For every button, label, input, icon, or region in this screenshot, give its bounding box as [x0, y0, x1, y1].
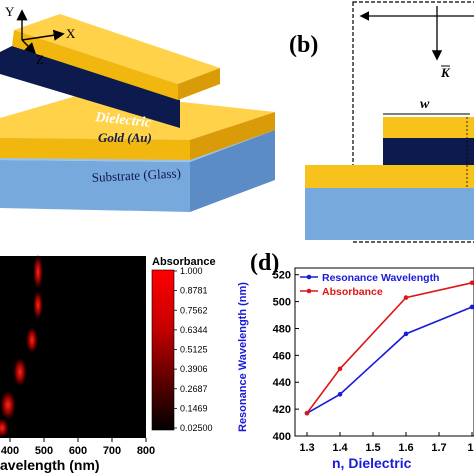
- heatmap-plot-area: [0, 256, 146, 438]
- y-axis-title: Resonance Wavelength (nm): [237, 282, 249, 432]
- x-tick-label: 1.7: [431, 442, 446, 454]
- x-axis-ticks: 1.3 1.4 1.5 1.6 1.7 1.: [299, 432, 474, 454]
- x-tick-label: 1.5: [365, 442, 380, 454]
- heatmap-x-tick-label: 800: [137, 445, 155, 457]
- y-tick-label: 420: [273, 404, 291, 416]
- colorbar-tick-label: 0.5125: [180, 345, 208, 355]
- y-axis-label: Y: [5, 4, 15, 19]
- x-axis-arrow: [21, 29, 65, 41]
- chart-frame: [294, 267, 474, 437]
- substrate-label: Substrate (Glass): [91, 165, 181, 185]
- x-tick-label: 1.6: [398, 442, 413, 454]
- top-gold-strip-front: [12, 30, 178, 100]
- panel-d-label: (d): [250, 250, 279, 276]
- heatmap-x-tick-label: 400: [1, 445, 19, 457]
- bottom-gold-front-face: [0, 138, 190, 160]
- colorbar-tick-label: 0.6344: [180, 325, 208, 335]
- gold-bottom-label: Gold (Au): [98, 130, 152, 145]
- series-line: [306, 306, 473, 414]
- simulation-boundary: [352, 1, 474, 243]
- substrate-front-face: [0, 160, 190, 212]
- x-tick-label: 1.: [467, 442, 474, 454]
- heatmap-x-tick-label: 700: [103, 445, 121, 457]
- colorbar-tick-label: 0.02500: [180, 423, 213, 433]
- pb-gold-top: [383, 117, 474, 138]
- heatmap-x-tick-label: 600: [69, 445, 87, 457]
- y-tick-label: 520: [273, 270, 291, 282]
- dielectric-label: Dielectric: [94, 110, 153, 131]
- z-axis-label: Z: [36, 52, 44, 67]
- panel-c-heatmap: 400 500 600 700 800 avelength (nm) Absorbanc…: [0, 254, 216, 473]
- panel-b-label: (b): [289, 32, 318, 58]
- colorbar: [151, 269, 175, 431]
- bottom-gold-side-face: [190, 112, 275, 160]
- legend-marker: [306, 274, 312, 280]
- z-axis-arrow: [21, 39, 36, 54]
- pb-substrate: [305, 188, 474, 240]
- heatmap-x-axis-label: avelength (nm): [0, 457, 100, 473]
- series-line: [306, 282, 473, 414]
- colorbar-tick-label: 0.7562: [180, 305, 208, 315]
- x-axis-title: n, Dielectric: [332, 455, 412, 471]
- y-tick-label: 440: [273, 377, 291, 389]
- y-tick-label: 400: [273, 431, 291, 443]
- chart-legend: Resonance Wavelength Absorbance: [300, 272, 439, 298]
- heatmap-x-tick-label: 500: [35, 445, 53, 457]
- heatmap-hotspot: [33, 290, 43, 320]
- x-tick-label: 1.3: [299, 442, 314, 454]
- panel-b-cross-section: (b) K w: [289, 1, 474, 243]
- colorbar-tick-label: 0.1469: [180, 403, 208, 413]
- pb-gold-bottom: [305, 165, 474, 188]
- k-vector-label: K: [440, 65, 451, 80]
- gold-top-label: Gold (Au): [95, 90, 149, 105]
- heatmap-hotspot: [0, 418, 9, 438]
- y-axis-ticks: 400 420 440 460 480 500 520: [273, 270, 299, 443]
- heatmap-hotspot: [13, 357, 27, 387]
- data-point: [403, 331, 409, 337]
- pb-dielectric: [383, 138, 474, 165]
- x-axis-label: X: [66, 26, 76, 41]
- colorbar-tick-label: 0.3906: [180, 364, 208, 374]
- bottom-gold-top-face: [0, 92, 275, 140]
- width-label: w: [420, 97, 430, 112]
- legend-marker: [306, 288, 312, 294]
- top-gold-strip-top: [14, 14, 220, 84]
- colorbar-tick-label: 0.2687: [180, 384, 208, 394]
- colorbar-title: Absorbance: [152, 256, 216, 268]
- y-tick-label: 480: [273, 323, 291, 335]
- heatmap-hotspot: [33, 254, 43, 290]
- legend-label: Resonance Wavelength: [322, 272, 439, 284]
- y-tick-label: 500: [273, 297, 291, 309]
- colorbar-tick-label: 1.000: [180, 266, 203, 276]
- data-point: [337, 392, 343, 397]
- heatmap-hotspot: [26, 326, 38, 354]
- data-point: [403, 295, 409, 300]
- dielectric-strip: [0, 46, 180, 128]
- data-point: [337, 366, 343, 372]
- top-gold-strip-side: [178, 68, 220, 100]
- heatmap-hotspot: [0, 390, 16, 420]
- data-point: [469, 280, 474, 286]
- y-tick-label: 460: [273, 350, 291, 362]
- legend-label: Absorbance: [322, 286, 383, 298]
- chart-series: [304, 280, 474, 416]
- data-point: [304, 410, 310, 416]
- data-point: [469, 304, 474, 310]
- x-tick-label: 1.4: [332, 442, 348, 454]
- substrate-side-face: [190, 130, 275, 212]
- heatmap-x-ticks: 400 500 600 700 800: [1, 438, 155, 457]
- colorbar-ticks: 1.000 0.8781 0.7562 0.6344 0.5125 0.3906 0.268…: [174, 266, 213, 433]
- panel-a-structure: Y X Z Gold (Au) Dielectric Gold (Au) Sub…: [0, 4, 275, 212]
- colorbar-tick-label: 0.8781: [180, 286, 208, 296]
